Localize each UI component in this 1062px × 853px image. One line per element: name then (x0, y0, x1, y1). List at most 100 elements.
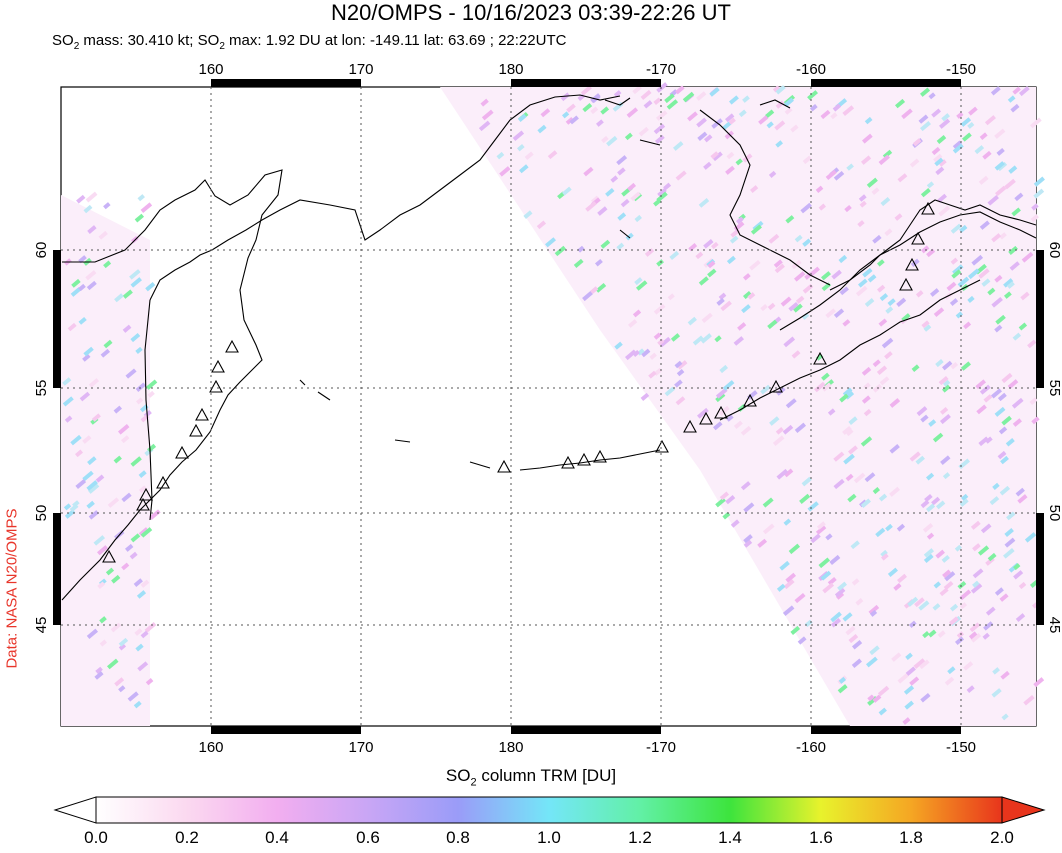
so2-pixel (783, 97, 794, 108)
so2-pixel (879, 293, 889, 302)
so2-pixel (776, 386, 786, 396)
so2-pixel (818, 203, 826, 211)
so2-pixel (814, 381, 826, 393)
so2-pixel (1007, 95, 1016, 103)
so2-swath-east (440, 87, 1036, 726)
so2-pixel (64, 415, 73, 423)
so2-pixel (626, 107, 639, 118)
so2-pixel (999, 232, 1007, 240)
so2-pixel (129, 551, 138, 560)
so2-pixel (715, 497, 726, 508)
so2-pixel (969, 622, 981, 633)
so2-pixel (97, 581, 106, 589)
so2-pixel (925, 472, 935, 481)
so2-pixel (130, 332, 141, 343)
so2-pixel (853, 472, 866, 484)
so2-pixel (995, 314, 1006, 325)
so2-pixel (632, 349, 640, 357)
so2-pixel (767, 302, 776, 311)
so2-pixel (863, 408, 872, 417)
so2-pixel (147, 390, 155, 398)
so2-pixel (1013, 570, 1024, 580)
so2-pixel (968, 631, 978, 640)
so2-pixel (675, 85, 685, 95)
lon-label-bottom: -150 (946, 739, 976, 756)
so2-pixel (920, 121, 931, 132)
so2-pixel (709, 87, 720, 97)
so2-pixel (762, 523, 775, 535)
so2-pixel (1006, 511, 1016, 521)
so2-pixel (905, 652, 913, 660)
so2-pixel (772, 435, 785, 446)
so2-pixel (480, 98, 489, 107)
so2-pixel (703, 161, 712, 170)
so2-pixel (769, 416, 780, 426)
so2-pixel (816, 521, 826, 530)
so2-pixel (838, 676, 847, 684)
so2-pixel (762, 497, 774, 508)
so2-pixel (857, 278, 868, 288)
so2-pixel (1013, 563, 1021, 571)
so2-pixel (978, 175, 989, 185)
so2-pixel (632, 85, 642, 95)
so2-pixel (877, 685, 890, 697)
so2-pixel (1018, 322, 1028, 331)
so2-pixel (1018, 581, 1027, 590)
so2-pixel (145, 678, 154, 686)
so2-pixel (975, 379, 987, 390)
so2-pixel (935, 166, 945, 176)
so2-pixel (634, 214, 642, 223)
so2-pixel (931, 108, 942, 118)
so2-pixel (562, 111, 570, 119)
so2-pixel (942, 360, 953, 371)
so2-pixel (830, 112, 838, 120)
so2-pixel (815, 185, 824, 193)
so2-pixel (936, 135, 947, 144)
so2-pixel (600, 239, 611, 249)
so2-pixel (122, 324, 132, 333)
lat-label-right: 45 (1046, 617, 1062, 634)
so2-pixel (940, 413, 951, 425)
so2-pixel (758, 115, 769, 125)
so2-pixel (794, 422, 807, 433)
colorbar-max-arrow (1001, 796, 1046, 824)
so2-pixel (725, 113, 735, 123)
so2-pixel (105, 567, 115, 576)
so2-pixel (136, 397, 144, 405)
so2-pixel (88, 483, 100, 494)
so2-pixel (638, 126, 649, 137)
so2-pixel (990, 388, 1002, 399)
so2-pixel (138, 470, 147, 478)
so2-pixel (740, 481, 751, 491)
so2-pixel (960, 117, 972, 127)
so2-pixel (688, 243, 698, 252)
so2-pixel (794, 234, 803, 243)
so2-pixel (1011, 397, 1024, 409)
so2-pixel (675, 170, 687, 181)
so2-pixel (942, 569, 952, 578)
so2-pixel (971, 254, 984, 266)
so2-pixel (75, 479, 87, 489)
colorbar-tick: 2.0 (990, 828, 1014, 847)
so2-pixel (140, 527, 153, 538)
so2-pixel (545, 237, 556, 248)
so2-pixel (970, 633, 982, 643)
so2-pixel (616, 242, 625, 251)
so2-pixel (620, 198, 630, 208)
so2-pixel (999, 593, 1009, 602)
so2-pixel (923, 548, 935, 558)
so2-pixel (775, 427, 784, 435)
so2-pixel (893, 583, 902, 591)
so2-pixel (698, 198, 710, 208)
so2-pixel (951, 269, 962, 279)
lon-label-top: 170 (348, 61, 373, 78)
so2-pixel (872, 234, 882, 244)
so2-pixel (903, 685, 915, 695)
so2-pixel (843, 453, 855, 465)
so2-pixel (946, 281, 957, 291)
so2-pixel (991, 233, 1002, 243)
so2-pixels (62, 82, 1045, 725)
so2-pixel (994, 128, 1006, 139)
so2-pixel (785, 215, 795, 224)
so2-pixel (815, 525, 827, 535)
